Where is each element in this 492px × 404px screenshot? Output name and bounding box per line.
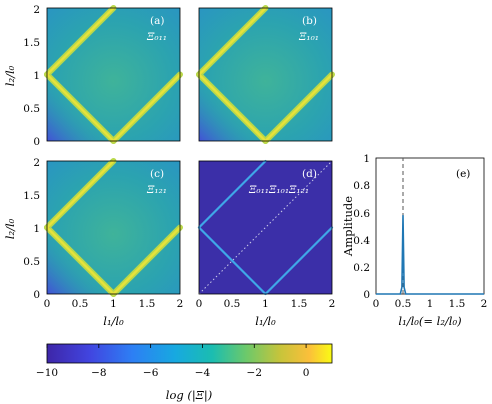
bright-line-2 <box>264 226 334 296</box>
panel-e-ytick-3: 0.6 <box>353 208 370 220</box>
panel-c-xlabel: l₁/l₀ <box>103 314 124 328</box>
panel-c-lines <box>44 158 183 297</box>
colorbar-ticks: −10 −8 −6 −4 −2 0 <box>36 344 310 379</box>
panel-c-ytick-0: 0 <box>33 289 40 301</box>
panel-d-xticks: 0 0.5 1 1.5 2 <box>196 298 336 310</box>
bright-line-0 <box>197 159 267 229</box>
panel-a-ytick-0: 0 <box>33 136 40 148</box>
panel-c-label: Ξ₁₂₁ <box>146 184 167 196</box>
panel-d-xtick-3: 1.5 <box>291 298 308 310</box>
panel-a-ytick-4: 2 <box>33 4 40 16</box>
panel-c-yticks: 0 0.5 1 1.5 2 <box>23 157 40 301</box>
panel-c-ytick-4: 2 <box>33 157 40 169</box>
bright-line-0 <box>197 6 267 76</box>
colorbar-tick-3: −4 <box>195 367 211 379</box>
panel-e: (e) 0 0.2 0.4 0.6 0.8 1 0 0.5 1 1.5 2 l₁… <box>341 153 487 328</box>
panel-e-ylabel: Amplitude <box>341 196 355 257</box>
bright-line-0 <box>45 6 115 76</box>
panel-c-xtick-0: 0 <box>44 298 51 310</box>
panel-e-xtick-3: 1.5 <box>449 298 466 310</box>
panel-e-ytick-2: 0.4 <box>353 235 370 247</box>
panel-b-tag: (b) <box>302 15 317 27</box>
colorbar-tick-2: −6 <box>143 367 159 379</box>
panel-a-ylabel: l₂/l₀ <box>3 65 17 86</box>
panel-a-frame <box>46 7 181 142</box>
colorbar-tick-5: 0 <box>303 367 310 379</box>
colorbar-label: log (|Ξ|) <box>166 388 212 403</box>
bright-line-2 <box>112 73 182 143</box>
panel-c-ytick-3: 1.5 <box>23 190 40 202</box>
panel-a-ytick-3: 1.5 <box>23 37 40 49</box>
panel-d-dotted-diagonal <box>198 160 333 295</box>
panel-e-xticks: 0 0.5 1 1.5 2 <box>373 298 488 310</box>
colorbar-gradient <box>46 343 333 364</box>
panel-e-xlabel: l₁/l₀(= l₂/l₀) <box>398 314 461 328</box>
bright-line-0 <box>45 159 115 229</box>
bright-line-2 <box>112 226 182 296</box>
panel-d-xtick-4: 2 <box>329 298 336 310</box>
colorbar-tick-1: −8 <box>91 367 106 379</box>
bright-line-1 <box>197 226 267 296</box>
colorbar: −10 −8 −6 −4 −2 0 log (|Ξ|) <box>36 343 333 403</box>
panel-a-lines <box>44 5 183 144</box>
panel-c-frame <box>46 160 181 295</box>
panel-e-tag: (e) <box>456 168 470 180</box>
panel-e-frame <box>375 157 485 295</box>
panel-d-lines <box>197 159 334 296</box>
panel-e-ytick-0: 0 <box>363 289 370 301</box>
panel-e-ytick-1: 0.2 <box>353 262 370 274</box>
panel-d-xtick-2: 1 <box>262 298 269 310</box>
panel-e-yticks: 0 0.2 0.4 0.6 0.8 1 <box>353 153 370 301</box>
panel-e-plot <box>376 158 484 295</box>
bright-line-1 <box>45 226 115 296</box>
bright-line-1 <box>45 73 115 143</box>
panel-b-frame <box>198 7 333 142</box>
panel-a-yticks: 0 0.5 1 1.5 2 <box>23 4 40 148</box>
panel-e-ytick-5: 1 <box>363 153 370 165</box>
panel-d-frame <box>198 160 333 295</box>
panel-e-xtick-1: 0.5 <box>395 298 412 310</box>
panel-d-xtick-0: 0 <box>196 298 203 310</box>
panel-e-ytick-4: 0.8 <box>353 180 370 192</box>
panel-c-xticks: 0 0.5 1 1.5 2 <box>44 298 184 310</box>
panel-a-label: Ξ₀₁₁ <box>146 31 167 43</box>
panel-c-tag: (c) <box>150 168 164 180</box>
bright-line-1 <box>197 73 267 143</box>
panel-d-xtick-1: 0.5 <box>224 298 241 310</box>
panel-e-xtick-2: 1 <box>427 298 434 310</box>
panel-d-xlabel: l₁/l₀ <box>255 314 276 328</box>
panel-a-ytick-1: 0.5 <box>23 103 40 115</box>
panel-c-ytick-1: 0.5 <box>23 256 40 268</box>
panel-c-ylabel: l₂/l₀ <box>3 218 17 239</box>
panel-c: (c) Ξ₁₂₁ 0 0.5 1 1.5 2 0 0.5 1 1.5 2 l₁/… <box>3 157 183 328</box>
panel-b-label: Ξ₁₀₁ <box>298 31 319 43</box>
panel-c-ytick-2: 1 <box>33 223 40 235</box>
panel-c-xtick-4: 2 <box>177 298 184 310</box>
colorbar-tick-0: −10 <box>36 367 58 379</box>
panel-d-tag: (d) <box>302 168 317 180</box>
panel-c-xtick-3: 1.5 <box>139 298 156 310</box>
panel-d-label: Ξ₀₁₁Ξ₁₀₁Ξ₁₂₁ <box>248 184 309 196</box>
panel-a-ytick-2: 1 <box>33 70 40 82</box>
panel-a-tag: (a) <box>150 15 164 27</box>
panel-c-xtick-2: 1 <box>110 298 117 310</box>
panel-d: (d) Ξ₀₁₁Ξ₁₀₁Ξ₁₂₁ 0 0.5 1 1.5 2 l₁/l₀ <box>196 159 336 328</box>
bright-line-2 <box>264 73 334 143</box>
panel-e-xtick-4: 2 <box>481 298 488 310</box>
panel-a: (a) Ξ₀₁₁ 0 0.5 1 1.5 2 l₂/l₀ <box>3 4 183 148</box>
panel-b-lines <box>196 5 335 144</box>
colorbar-tick-4: −2 <box>247 367 262 379</box>
panel-c-xtick-1: 0.5 <box>72 298 89 310</box>
panel-b: (b) Ξ₁₀₁ <box>196 5 335 144</box>
panel-e-xtick-0: 0 <box>373 298 380 310</box>
